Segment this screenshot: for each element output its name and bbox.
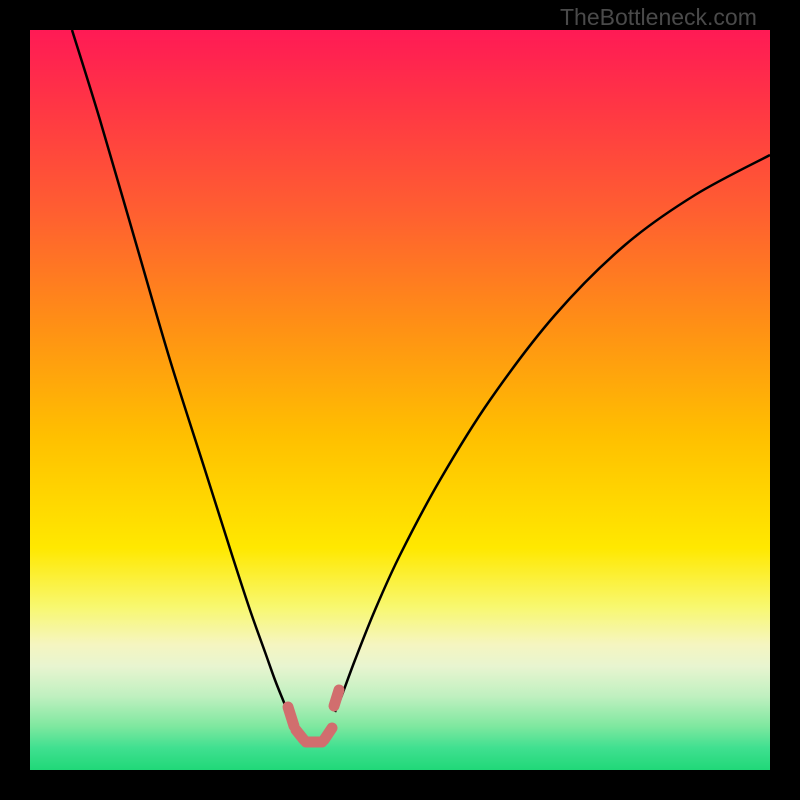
chart-svg xyxy=(0,0,800,800)
marker-segment xyxy=(324,728,332,740)
chart-container: TheBottleneck.com xyxy=(0,0,800,800)
marker-segment xyxy=(334,690,339,706)
marker-segment xyxy=(288,707,294,726)
plot-area xyxy=(30,30,770,770)
watermark-text: TheBottleneck.com xyxy=(560,4,757,31)
